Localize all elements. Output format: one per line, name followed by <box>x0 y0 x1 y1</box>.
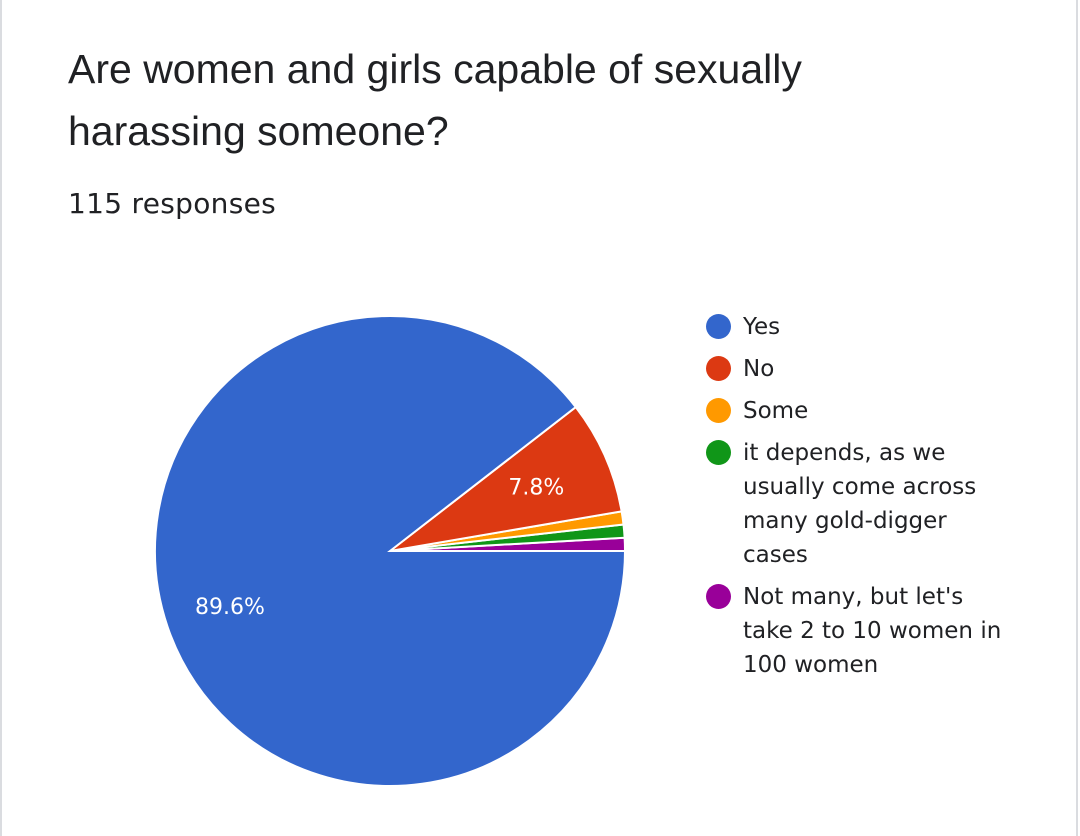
legend-swatch <box>706 440 731 465</box>
legend-label: No <box>743 356 775 382</box>
chart-legend: Yes No Some it depends, as we usually come … <box>706 310 1006 690</box>
pie-data-labels: 7.8% 89.6% <box>195 476 564 620</box>
response-count: 115 responses <box>68 187 277 220</box>
legend-item: it depends, as we usually come across ma… <box>706 436 1006 572</box>
legend-label: it depends, as we usually come across ma… <box>743 440 977 568</box>
slice-data-label-1: 89.6% <box>195 595 265 620</box>
legend-item: Not many, but let's take 2 to 10 women i… <box>706 580 1006 682</box>
pie-slice-2 <box>389 405 623 552</box>
legend-swatch <box>706 314 731 339</box>
legend-label: Yes <box>743 314 781 340</box>
question-title: Are women and girls capable of sexually … <box>68 46 802 154</box>
legend-swatch <box>706 398 731 423</box>
legend-swatch <box>706 356 731 381</box>
legend-swatch <box>706 584 731 609</box>
legend-label: Not many, but let's take 2 to 10 women i… <box>743 584 1002 678</box>
pie-slice-1 <box>154 315 627 787</box>
legend-label: Some <box>743 398 809 424</box>
pie-slices <box>154 315 627 787</box>
legend-item: Some <box>706 394 1006 428</box>
slice-data-label-2: 7.8% <box>508 476 564 501</box>
legend-item: Yes <box>706 310 1006 344</box>
legend-item: No <box>706 352 1006 386</box>
